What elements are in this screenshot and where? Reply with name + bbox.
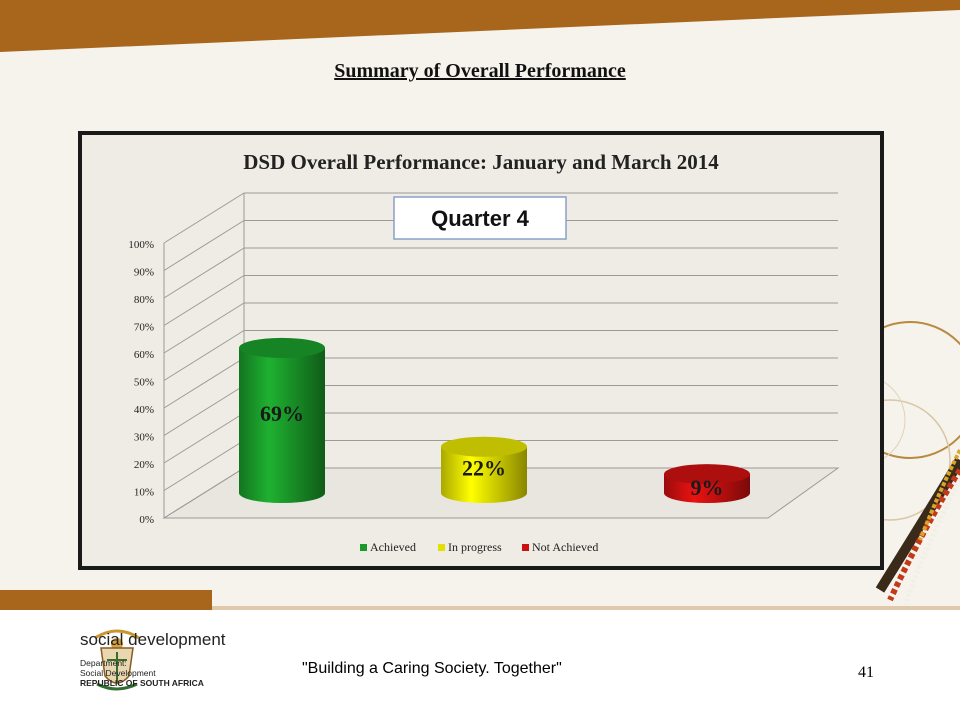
- gridline-side: [163, 192, 245, 244]
- chart-frame: DSD Overall Performance: January and Mar…: [78, 131, 884, 570]
- logo-name: social development: [80, 630, 226, 649]
- y-tick-label: 40%: [134, 404, 154, 416]
- page-number: 41: [858, 664, 874, 681]
- y-tick-label: 60%: [134, 349, 154, 361]
- legend-swatch: [360, 544, 367, 551]
- annotation-label: Quarter 4: [431, 206, 530, 231]
- slide-title: Summary of Overall Performance: [334, 60, 626, 82]
- y-tick-label: 70%: [134, 322, 154, 334]
- y-tick-label: 90%: [134, 267, 154, 279]
- gridline-side: [163, 440, 245, 491]
- gridline-side: [163, 330, 245, 381]
- bar-in-progress: [441, 446, 527, 503]
- gridline-side: [163, 412, 245, 464]
- y-tick-label: 80%: [134, 294, 154, 306]
- coat-of-arms-logo: [94, 629, 140, 691]
- legend-swatch: [438, 544, 445, 551]
- y-tick-label: 20%: [134, 459, 154, 471]
- gridline-side: [163, 247, 245, 299]
- logo-line3: REPUBLIC OF SOUTH AFRICA: [80, 678, 204, 688]
- data-label: 69%: [260, 401, 304, 426]
- chart-title: DSD Overall Performance: January and Mar…: [243, 150, 719, 174]
- gridline-side: [163, 357, 245, 409]
- bar-achieved: [239, 347, 325, 503]
- y-tick-label: 10%: [134, 487, 154, 499]
- slide-tagline: "Building a Caring Society. Together": [302, 660, 562, 677]
- legend-swatch: [522, 544, 529, 551]
- bar-top-not-achieved: [664, 464, 750, 485]
- logo-line2: Social Development: [80, 668, 156, 678]
- top-band: [0, 0, 960, 52]
- y-tick-label: 0%: [139, 514, 154, 526]
- gridline-side: [163, 302, 245, 354]
- bar-top-achieved: [239, 337, 325, 358]
- performance-chart: DSD Overall Performance: January and Mar…: [128, 150, 840, 554]
- y-tick-label: 100%: [128, 239, 154, 251]
- legend-label: Not Achieved: [532, 540, 598, 554]
- legend-label: Achieved: [370, 540, 416, 554]
- y-tick-label: 30%: [134, 432, 154, 444]
- bar-top-in-progress: [441, 436, 527, 457]
- gridline-side: [163, 467, 245, 519]
- data-label: 22%: [462, 456, 506, 481]
- legend-label: In progress: [448, 540, 502, 554]
- bottom-band: [0, 590, 960, 610]
- gridline-side: [163, 275, 245, 326]
- gridline-side: [163, 220, 245, 271]
- data-label: 9%: [691, 475, 724, 500]
- logo-department-text: Department: Social Development REPUBLIC …: [80, 658, 204, 688]
- gridline-side: [163, 385, 245, 436]
- logo-line1: Department:: [80, 658, 127, 668]
- y-tick-label: 50%: [134, 377, 154, 389]
- annotation-box: [393, 196, 567, 240]
